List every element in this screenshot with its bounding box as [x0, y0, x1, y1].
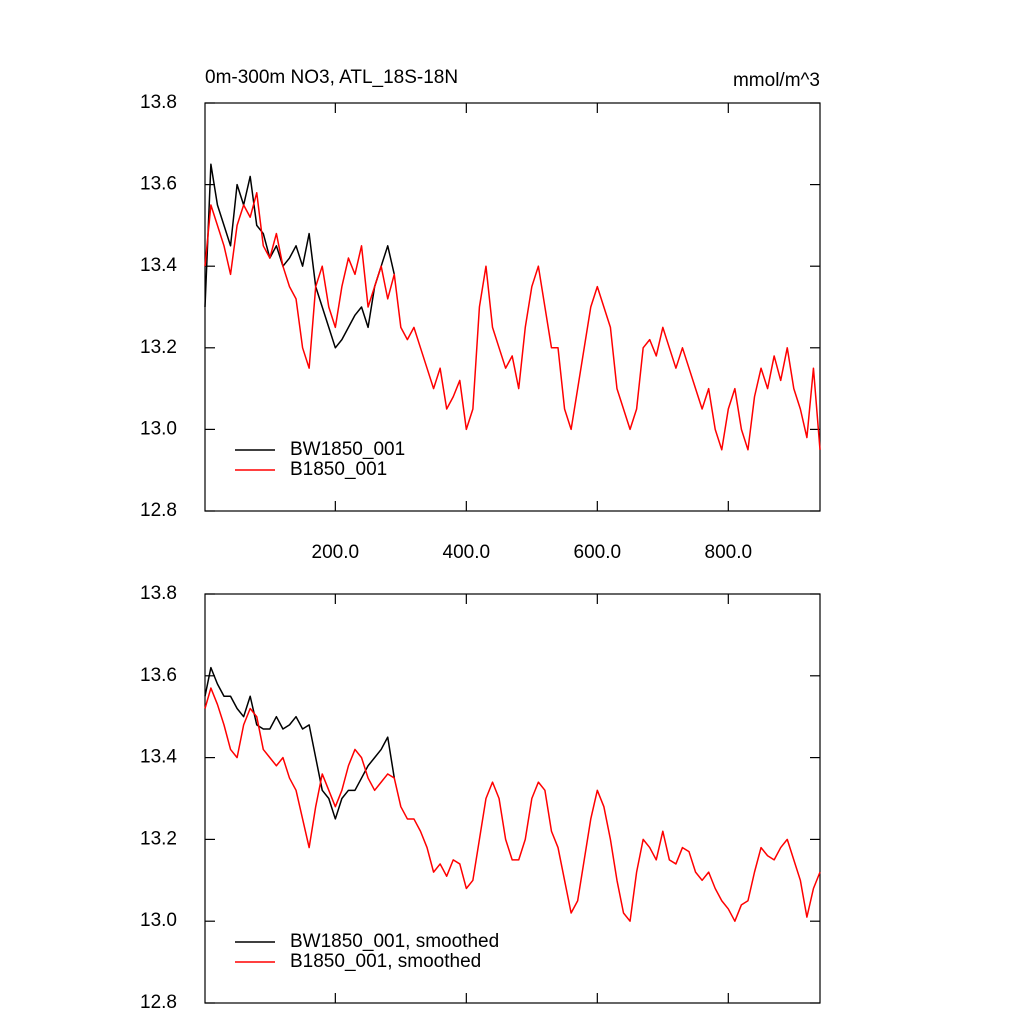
y-tick-label: 13.8 — [140, 92, 177, 113]
series-line — [204, 687, 821, 922]
y-tick-label: 12.8 — [140, 992, 177, 1013]
y-tick-label: 13.6 — [140, 665, 177, 686]
units-label: mmol/m^3 — [733, 70, 820, 91]
series-line — [204, 163, 396, 349]
y-tick-label: 13.6 — [140, 174, 177, 195]
x-tick-label: 600.0 — [574, 542, 622, 563]
legend-label: B1850_001 — [290, 459, 387, 480]
y-tick-label: 13.4 — [140, 747, 177, 768]
y-tick-label: 13.8 — [140, 583, 177, 604]
legend-label: BW1850_001 — [290, 439, 405, 460]
y-tick-label: 13.2 — [140, 828, 177, 849]
plot-frame — [204, 593, 821, 1004]
x-tick-label: 800.0 — [705, 542, 753, 563]
x-tick-label: 400.0 — [443, 542, 491, 563]
y-tick-label: 13.2 — [140, 337, 177, 358]
legend-label: B1850_001, smoothed — [290, 951, 481, 972]
series-line — [204, 666, 396, 820]
y-tick-label: 13.4 — [140, 255, 177, 276]
legend-label: BW1850_001, smoothed — [290, 931, 499, 952]
chart-title: 0m-300m NO3, ATL_18S-18N — [205, 67, 458, 88]
y-tick-label: 12.8 — [140, 500, 177, 521]
series-line — [204, 192, 821, 451]
y-tick-label: 13.0 — [140, 910, 177, 931]
x-tick-label: 200.0 — [312, 542, 360, 563]
y-tick-label: 13.0 — [140, 418, 177, 439]
